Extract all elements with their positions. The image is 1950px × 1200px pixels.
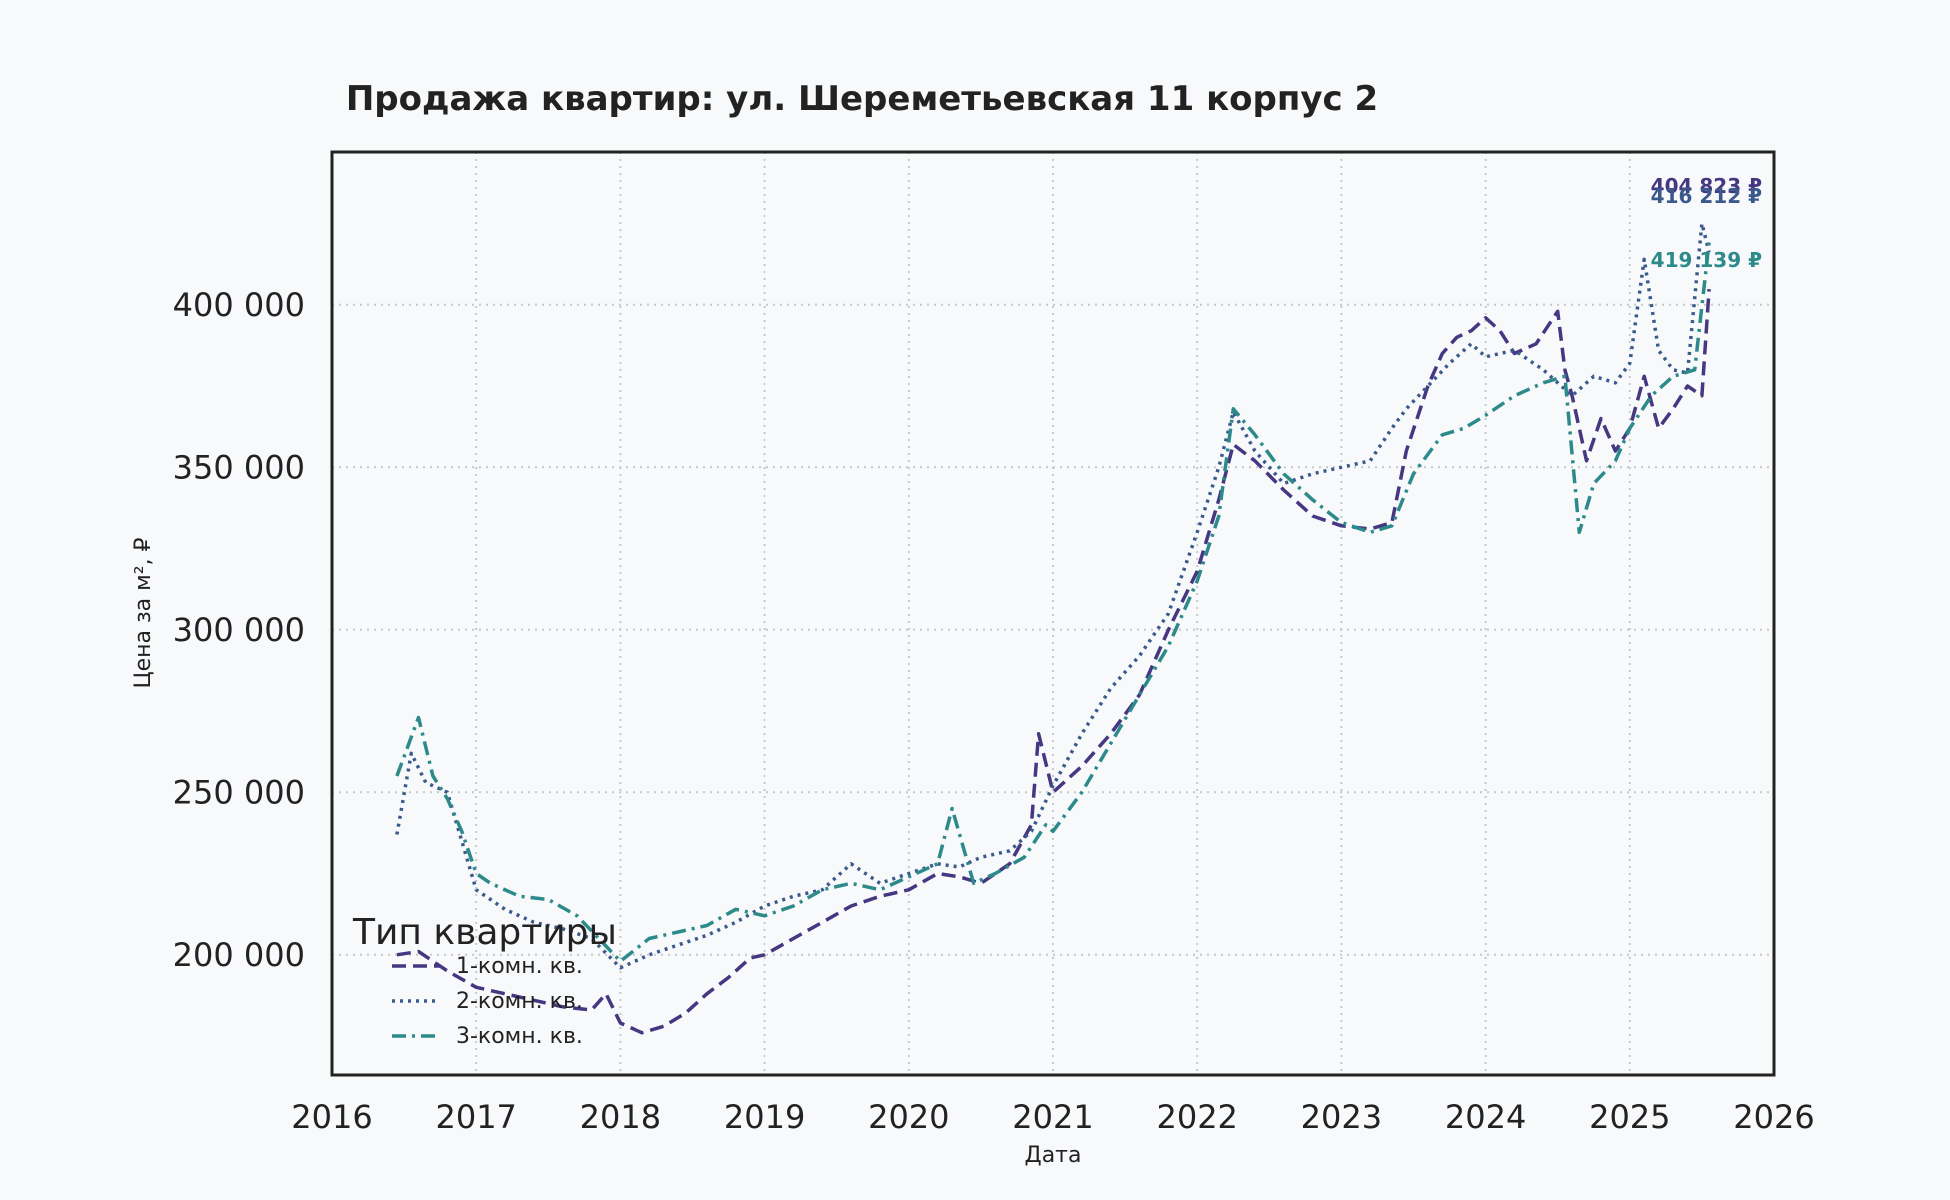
end-value-label: 419 139 ₽ (1651, 248, 1762, 272)
x-tick-label: 2019 (724, 1098, 805, 1136)
x-tick-label: 2025 (1589, 1098, 1670, 1136)
legend-item-label: 2-комн. кв. (456, 989, 583, 1014)
legend-title: Тип квартиры (352, 912, 617, 953)
x-tick-label: 2023 (1301, 1098, 1382, 1136)
x-tick-label: 2022 (1156, 1098, 1237, 1136)
x-axis-ticks: 2016 2017 2018 2019 2020 2021 2022 2023 2024 2025… (291, 1098, 1814, 1136)
series-line (395, 221, 1711, 970)
x-tick-label: 2016 (291, 1098, 372, 1136)
y-axis-label: Цена за м², ₽ (131, 537, 156, 688)
y-tick-label: 250 000 (173, 773, 305, 811)
x-tick-label: 2024 (1445, 1098, 1526, 1136)
x-tick-label: 2018 (580, 1098, 661, 1136)
x-tick-label: 2017 (435, 1098, 516, 1136)
x-tick-label: 2026 (1733, 1098, 1814, 1136)
chart-title: Продажа квартир: ул. Шереметьевская 11 к… (346, 79, 1378, 119)
legend: Тип квартиры 1-комн. кв. 2-комн. кв. 3-ком… (352, 912, 617, 1049)
end-value-label: 416 212 ₽ (1651, 184, 1762, 208)
y-tick-label: 200 000 (173, 936, 305, 974)
end-value-label: 404 823 ₽ (1651, 174, 1762, 198)
series-lines (395, 221, 1711, 1035)
y-tick-label: 400 000 (173, 286, 305, 324)
x-axis-label: Дата (1025, 1143, 1082, 1168)
legend-item-label: 1-комн. кв. (456, 954, 583, 979)
y-tick-label: 350 000 (173, 448, 305, 486)
y-axis-ticks: 200 000 250 000 300 000 350 000 400 000 (173, 286, 305, 974)
y-tick-label: 300 000 (173, 611, 305, 649)
series-line (396, 288, 1711, 1035)
grid-lines (332, 152, 1774, 1075)
end-labels: 404 823 ₽416 212 ₽ 419 139 ₽ (1651, 174, 1762, 272)
x-tick-label: 2020 (868, 1098, 949, 1136)
series-line (395, 242, 1711, 964)
plot-frame (330, 150, 1776, 1077)
legend-item-label: 3-комн. кв. (456, 1024, 583, 1049)
x-tick-label: 2021 (1012, 1098, 1093, 1136)
